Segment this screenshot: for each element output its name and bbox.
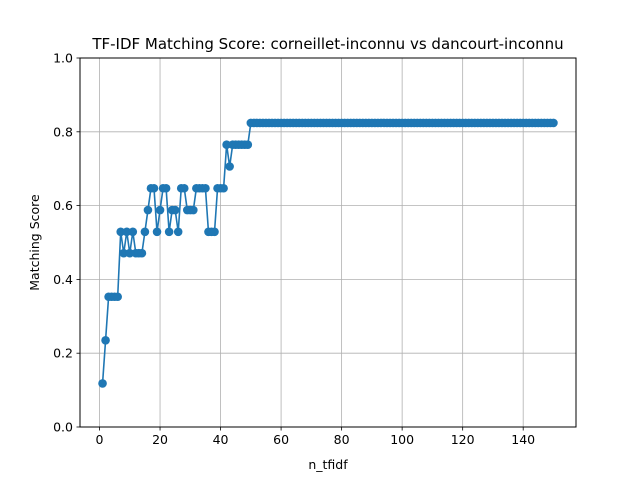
y-tick-label: 1.0	[53, 51, 73, 66]
plot-area	[80, 58, 576, 427]
y-axis: 0.0 0.2 0.4 0.6 0.8 1.0	[53, 51, 80, 435]
y-tick-label: 0.6	[53, 198, 73, 213]
data-point	[152, 227, 162, 237]
data-point	[98, 379, 107, 388]
x-tick-label: 100	[390, 432, 414, 447]
data-point	[189, 205, 198, 215]
y-axis-label: Matching Score	[27, 194, 42, 291]
data-point	[225, 162, 234, 171]
data-point	[219, 183, 228, 193]
data-point	[549, 118, 558, 128]
x-tick-label: 120	[451, 432, 475, 447]
x-tick-label: 0	[96, 432, 104, 447]
chart-title: TF-IDF Matching Score: corneillet-inconn…	[91, 35, 563, 53]
data-point	[122, 227, 132, 237]
series	[98, 118, 558, 388]
data-point	[222, 140, 231, 150]
y-tick-label: 0.4	[53, 272, 73, 287]
data-point	[101, 335, 110, 345]
x-tick-label: 20	[152, 432, 168, 447]
x-tick-label: 40	[213, 432, 229, 447]
data-point	[143, 205, 153, 215]
data-point	[119, 248, 129, 258]
data-point	[125, 248, 135, 258]
data-point	[210, 227, 219, 237]
data-point	[164, 227, 174, 237]
y-tick-label: 0.8	[53, 124, 73, 139]
plot-frame	[79, 57, 577, 428]
data-point	[173, 227, 183, 237]
data-point	[155, 205, 165, 215]
data-point	[137, 248, 147, 258]
data-point	[161, 183, 171, 193]
data-point	[201, 183, 210, 193]
y-tick-label: 0.2	[53, 346, 73, 361]
data-point	[149, 183, 159, 193]
x-axis-label: n_tfidf	[308, 457, 348, 472]
data-point	[116, 227, 125, 237]
data-point	[243, 140, 253, 150]
data-point	[140, 227, 150, 237]
y-tick-label: 0.0	[53, 420, 73, 435]
x-tick-label: 60	[273, 432, 289, 447]
data-point	[113, 292, 122, 302]
x-axis: 0 20 40 60 80 100 120 140	[96, 427, 535, 447]
x-tick-label: 80	[334, 432, 350, 447]
data-point	[170, 205, 180, 215]
x-tick-label: 140	[511, 432, 535, 447]
data-point	[179, 183, 189, 193]
data-point	[128, 227, 138, 237]
